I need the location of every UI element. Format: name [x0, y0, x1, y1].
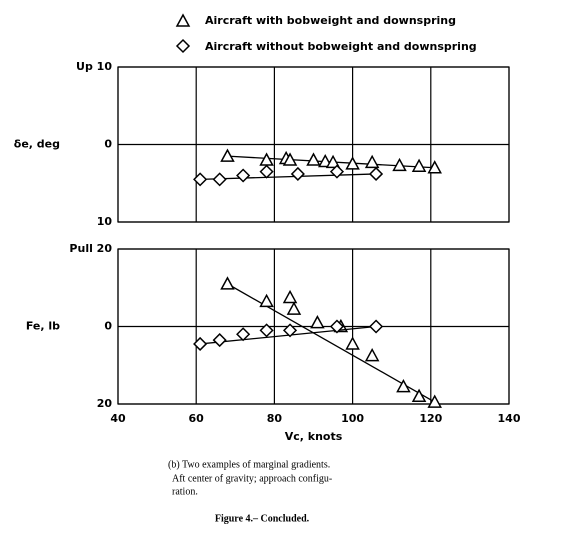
y-tick-label: 0: [104, 320, 112, 333]
data-point: [236, 327, 251, 342]
data-point: [345, 156, 360, 170]
data-point: [286, 301, 302, 315]
data-point: [290, 166, 305, 182]
data-point: [364, 347, 380, 362]
y-tick-label: Pull 20: [69, 242, 112, 255]
data-point: [259, 323, 274, 338]
y-axis-label: Fe, lb: [26, 320, 60, 333]
data-point: [220, 276, 235, 290]
x-tick-label: 80: [267, 412, 283, 425]
data-point: [368, 166, 384, 182]
legend-diamond: [175, 38, 191, 54]
data-point: [427, 160, 442, 174]
data-point: [212, 172, 227, 187]
legend-label: Aircraft without bobweight and downsprin…: [205, 40, 477, 53]
data-point: [427, 394, 442, 408]
data-point: [282, 152, 298, 166]
data-point: [193, 172, 208, 187]
data-point: [220, 148, 235, 162]
data-point: [212, 333, 227, 348]
data-point: [329, 164, 345, 179]
data-point: [259, 164, 274, 179]
data-point: [259, 152, 274, 166]
data-point: [368, 319, 384, 334]
data-point: [193, 336, 208, 351]
x-tick-label: 140: [498, 412, 521, 425]
data-point: [396, 378, 411, 393]
data-point: [329, 319, 345, 334]
data-point: [411, 388, 427, 402]
data-point: [364, 154, 380, 169]
data-point: [236, 168, 251, 183]
caption-line: (b) Two examples of marginal gradients.: [168, 459, 330, 470]
data-point: [282, 323, 298, 338]
figure-label: Figure 4.– Concluded.: [215, 513, 310, 524]
caption-line: Aft center of gravity; approach configu-: [172, 473, 332, 484]
data-point: [282, 289, 298, 304]
data-point: [325, 154, 341, 169]
fit-line: [200, 173, 377, 181]
data-point: [310, 315, 325, 329]
data-point: [392, 157, 407, 172]
y-tick-label: Up 10: [76, 60, 112, 73]
y-axis-label: δe, deg: [14, 138, 60, 151]
legend-label: Aircraft with bobweight and downspring: [205, 14, 456, 27]
x-tick-label: 100: [341, 412, 364, 425]
data-point: [345, 336, 360, 350]
x-axis-label: Vc, knots: [285, 430, 343, 443]
x-tick-label: 60: [189, 412, 205, 425]
x-tick-label: 40: [110, 412, 126, 425]
data-point: [306, 152, 321, 166]
y-tick-label: 10: [97, 215, 113, 228]
y-tick-label: 20: [97, 397, 113, 410]
y-tick-label: 0: [104, 138, 112, 151]
legend-triangle: [175, 13, 191, 27]
data-point: [259, 293, 274, 308]
caption-line: ration.: [172, 486, 198, 497]
data-point: [411, 158, 427, 172]
x-tick-label: 120: [419, 412, 442, 425]
